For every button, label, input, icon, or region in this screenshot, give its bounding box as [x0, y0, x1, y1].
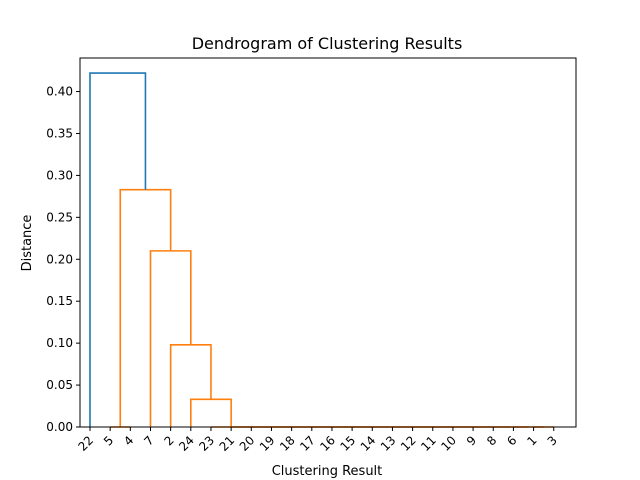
x-tick-label-9: 9 — [464, 433, 479, 448]
x-tick-label-11: 11 — [418, 433, 439, 454]
y-tick-label: 0.25 — [46, 210, 73, 224]
plot-frame — [79, 57, 577, 428]
link-merge-24 — [190, 398, 232, 427]
y-tick-label: 0.10 — [46, 336, 73, 350]
y-tick-label: 0.00 — [46, 420, 73, 434]
y-axis-label: Distance — [20, 215, 35, 272]
link-merge-5-4-group — [119, 188, 172, 427]
x-tick-label-15: 15 — [338, 433, 359, 454]
x-tick-label-18: 18 — [277, 433, 298, 454]
y-tick-label: 0.05 — [46, 378, 73, 392]
x-tick-label-23: 23 — [196, 433, 217, 454]
x-tick-label-16: 16 — [317, 433, 338, 454]
x-axis-ticks: 22 5 4 7 2 24 23 21 20 19 18 17 16 15 14 13 12 11 10 9 8 6 1 3 — [75, 427, 560, 454]
y-tick-label: 0.35 — [46, 126, 73, 140]
y-tick-label: 0.30 — [46, 168, 73, 182]
y-axis-ticks: 0.00 0.05 0.10 0.15 0.20 0.25 0.30 0.35 0.40 — [46, 85, 80, 434]
x-tick-label-3: 3 — [545, 433, 560, 448]
x-tick-label-2: 2 — [161, 433, 176, 448]
x-tick-label-7: 7 — [141, 433, 156, 448]
link-merge-2 — [169, 344, 212, 427]
x-tick-label-21: 21 — [217, 433, 238, 454]
x-tick-label-6: 6 — [504, 433, 519, 448]
x-tick-label-13: 13 — [378, 433, 399, 454]
y-tick-label: 0.15 — [46, 294, 73, 308]
chart-title: Dendrogram of Clustering Results — [192, 34, 463, 53]
x-tick-label-17: 17 — [297, 433, 318, 454]
x-tick-label-22: 22 — [75, 433, 96, 454]
x-axis-label: Clustering Result — [272, 464, 383, 479]
x-tick-label-14: 14 — [358, 433, 379, 454]
y-tick-label: 0.40 — [46, 85, 73, 99]
x-tick-label-4: 4 — [121, 433, 136, 448]
x-tick-label-8: 8 — [484, 433, 499, 448]
x-tick-label-24: 24 — [176, 433, 197, 454]
y-tick-label: 0.20 — [46, 252, 73, 266]
x-tick-label-12: 12 — [398, 433, 419, 454]
x-tick-label-19: 19 — [257, 433, 278, 454]
x-tick-label-1: 1 — [524, 433, 539, 448]
dendrogram-links — [89, 72, 554, 428]
x-tick-label-20: 20 — [237, 433, 258, 454]
x-tick-label-10: 10 — [438, 433, 459, 454]
x-tick-label-5: 5 — [101, 433, 116, 448]
link-root — [89, 72, 147, 427]
